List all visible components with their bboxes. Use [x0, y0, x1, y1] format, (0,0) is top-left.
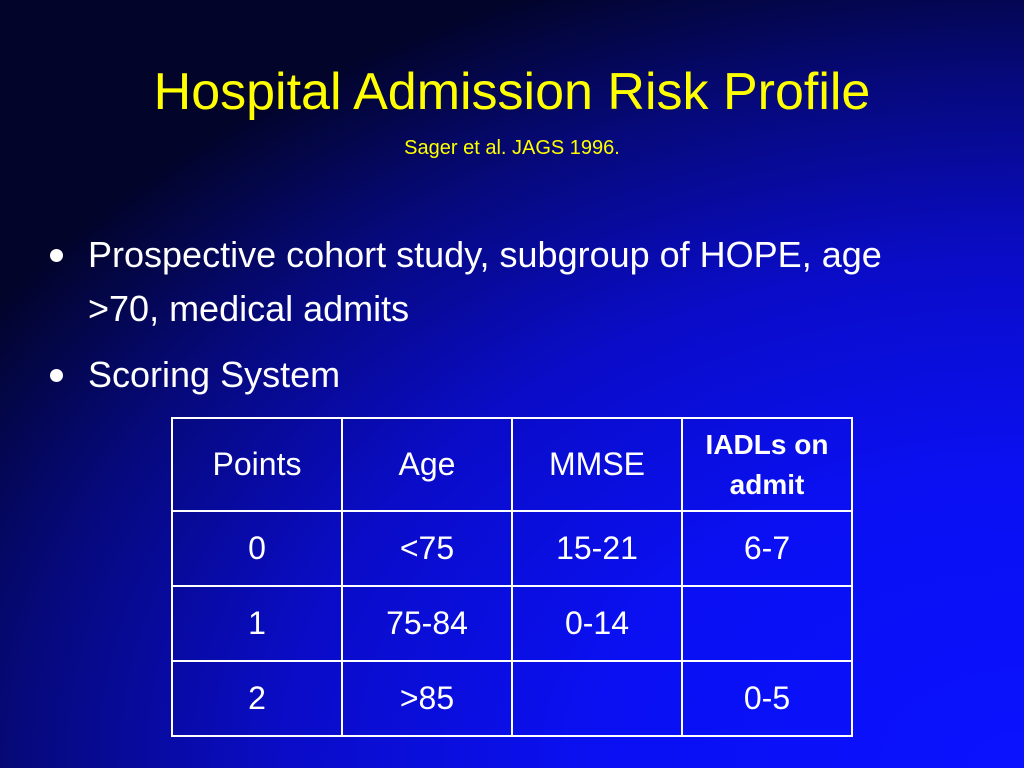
table-row: 0 <75 15-21 6-7 [171, 510, 853, 587]
table-cell [681, 585, 853, 662]
slide-title: Hospital Admission Risk Profile [153, 63, 871, 121]
scoring-table: Points Age MMSE IADLs on admit 0 <75 15-… [171, 417, 853, 737]
bullet-text: Scoring System [88, 354, 341, 395]
slide-subtitle: Sager et al. JAGS 1996. [404, 137, 620, 159]
header-cell-age: Age [341, 417, 513, 512]
header-cell-points: Points [171, 417, 343, 512]
bullet-item: Prospective cohort study, subgroup of HO… [50, 228, 930, 336]
table-row: 1 75-84 0-14 [171, 585, 853, 662]
table-header-row: Points Age MMSE IADLs on admit [171, 417, 853, 512]
bullet-text: Prospective cohort study, subgroup of HO… [88, 234, 882, 329]
bullet-item: Scoring System [50, 348, 930, 402]
table-cell: 0 [171, 510, 343, 587]
table-cell: 15-21 [511, 510, 683, 587]
table-cell: 0-14 [511, 585, 683, 662]
table-cell: 2 [171, 660, 343, 737]
table-cell: 6-7 [681, 510, 853, 587]
bullet-dot-icon [50, 249, 63, 262]
header-cell-mmse: MMSE [511, 417, 683, 512]
table-cell: 0-5 [681, 660, 853, 737]
table-cell: 1 [171, 585, 343, 662]
table-cell [511, 660, 683, 737]
bullet-dot-icon [50, 369, 63, 382]
table-cell: <75 [341, 510, 513, 587]
header-cell-iadls: IADLs on admit [681, 417, 853, 512]
bullet-list: Prospective cohort study, subgroup of HO… [50, 228, 930, 414]
table-row: 2 >85 0-5 [171, 660, 853, 737]
table-cell: >85 [341, 660, 513, 737]
table-cell: 75-84 [341, 585, 513, 662]
